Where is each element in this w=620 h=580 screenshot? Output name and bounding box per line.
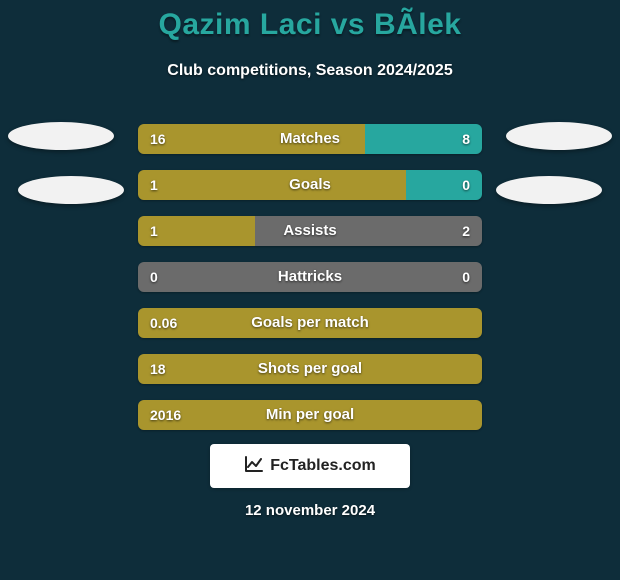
page-title: Qazim Laci vs BÃlek: [0, 8, 620, 42]
stat-label: Goals: [138, 170, 482, 200]
stat-label: Shots per goal: [138, 354, 482, 384]
comparison-bars: 168Matches 10Goals 12Assists 00Hattricks 0.0…: [138, 124, 482, 446]
stat-row: 168Matches: [138, 124, 482, 154]
site-logo-badge: FcTables.com: [210, 444, 410, 488]
stat-row: 0.06Goals per match: [138, 308, 482, 338]
site-logo-text: FcTables.com: [270, 457, 376, 475]
stat-label: Assists: [138, 216, 482, 246]
generated-date: 12 november 2024: [0, 502, 620, 519]
subtitle: Club competitions, Season 2024/2025: [0, 62, 620, 80]
flag-badge: [8, 122, 114, 150]
stat-label: Goals per match: [138, 308, 482, 338]
stat-label: Hattricks: [138, 262, 482, 292]
comparison-infographic: Qazim Laci vs BÃlek Club competitions, S…: [0, 0, 620, 580]
stat-row: 2016Min per goal: [138, 400, 482, 430]
stat-row: 12Assists: [138, 216, 482, 246]
stat-label: Min per goal: [138, 400, 482, 430]
flag-badge: [506, 122, 612, 150]
flag-badge: [496, 176, 602, 204]
stat-label: Matches: [138, 124, 482, 154]
stat-row: 18Shots per goal: [138, 354, 482, 384]
chart-line-icon: [244, 455, 264, 478]
stat-row: 00Hattricks: [138, 262, 482, 292]
flag-badge: [18, 176, 124, 204]
stat-row: 10Goals: [138, 170, 482, 200]
